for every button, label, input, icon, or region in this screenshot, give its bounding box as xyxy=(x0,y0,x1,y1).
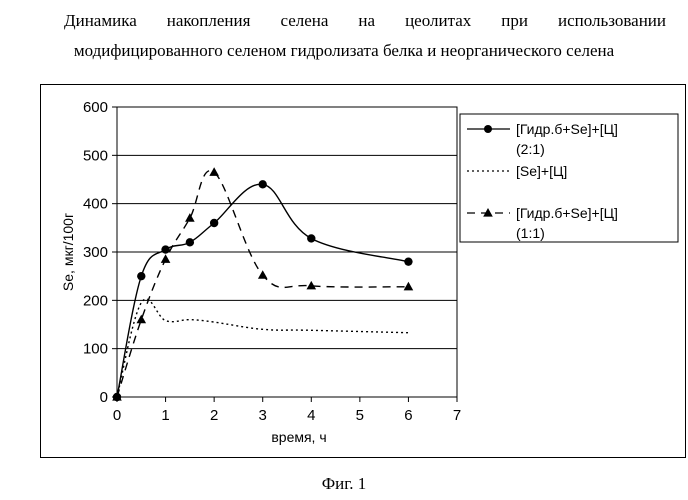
y-axis-label: Se, мкг/100г xyxy=(60,213,76,291)
y-tick-label-200: 200 xyxy=(83,292,108,309)
x-tick-label-5: 5 xyxy=(356,407,364,424)
x-tick-label-4: 4 xyxy=(307,407,315,424)
y-tick-label-300: 300 xyxy=(83,244,108,261)
legend-label-series-1-line1: [Гидр.б+Se]+[Ц] xyxy=(516,121,618,137)
series-3-point-6 xyxy=(306,281,316,290)
y-tick-label-600: 600 xyxy=(83,99,108,116)
legend-label-series-2: [Se]+[Ц] xyxy=(516,163,567,179)
y-tick-label-100: 100 xyxy=(83,341,108,358)
x-tick-label-0: 0 xyxy=(113,407,121,424)
series-3-point-2 xyxy=(161,254,171,263)
x-tick-label-1: 1 xyxy=(161,407,169,424)
series-line-2 xyxy=(117,299,408,397)
series-1-point-3 xyxy=(186,238,194,246)
grid-lines xyxy=(117,107,457,349)
series-1-point-2 xyxy=(161,245,169,253)
series-3-point-1 xyxy=(136,315,146,324)
x-tick-label-7: 7 xyxy=(453,407,461,424)
y-tick-label-500: 500 xyxy=(83,147,108,164)
x-tick-label-6: 6 xyxy=(404,407,412,424)
legend-label-series-3-line2: (1:1) xyxy=(516,225,545,241)
series-line-1 xyxy=(117,184,408,397)
figure-caption: Фиг. 1 xyxy=(0,474,688,494)
series-3-point-5 xyxy=(258,270,268,279)
series-3-point-7 xyxy=(404,282,414,291)
x-tick-label-2: 2 xyxy=(210,407,218,424)
x-axis-label: время, ч xyxy=(271,429,326,445)
series-1-point-7 xyxy=(404,257,412,265)
series-3-point-4 xyxy=(209,167,219,176)
legend: [Гидр.б+Se]+[Ц] (2:1) [Se]+[Ц] [Гидр.б+S… xyxy=(460,114,678,242)
series-line-3 xyxy=(117,171,408,397)
legend-label-series-1-line2: (2:1) xyxy=(516,141,545,157)
series-1-point-5 xyxy=(259,180,267,188)
series-group xyxy=(112,167,413,401)
y-tick-label-0: 0 xyxy=(100,389,108,406)
legend-label-series-3-line1: [Гидр.б+Se]+[Ц] xyxy=(516,205,618,221)
series-1-point-4 xyxy=(210,219,218,227)
series-3-point-3 xyxy=(185,213,195,222)
x-tick-label-3: 3 xyxy=(259,407,267,424)
legend-marker-series-1 xyxy=(484,125,492,133)
series-1-point-1 xyxy=(137,272,145,280)
y-tick-label-400: 400 xyxy=(83,196,108,213)
series-1-point-6 xyxy=(307,234,315,242)
